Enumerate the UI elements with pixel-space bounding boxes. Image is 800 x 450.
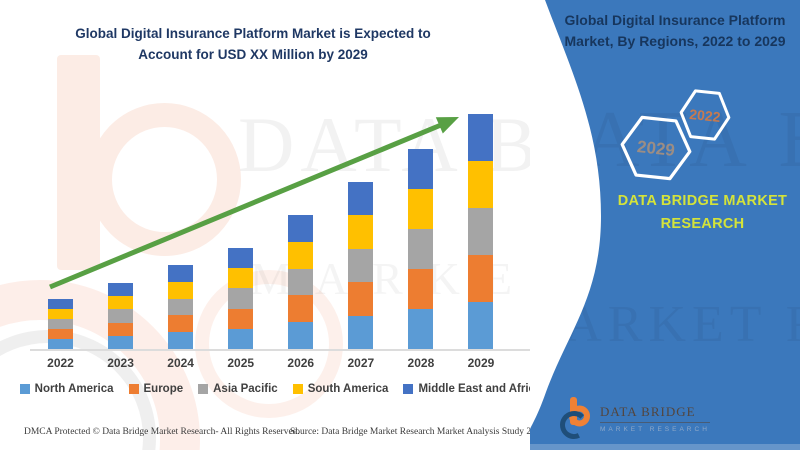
bar-segment-middle-east-and-africa	[228, 248, 254, 269]
x-axis-labels: 2022 2023 2024 2025 2026 2027 2028 2029	[30, 356, 535, 372]
bar-segment-north-america	[48, 339, 73, 349]
x-axis-label-2029: 2029	[467, 356, 495, 370]
bar-segment-south-america	[168, 281, 194, 299]
logo-subtitle: MARKET RESEARCH	[600, 425, 710, 433]
bar-2023	[108, 283, 134, 349]
panel-curve-decoration	[530, 0, 601, 429]
legend-label: Asia Pacific	[213, 383, 278, 395]
bar-segment-europe	[48, 329, 73, 339]
x-axis-label-2022: 2022	[47, 356, 74, 370]
bar-2027	[348, 182, 374, 349]
legend-item-middle-east-and-africa: Middle East and Africa	[403, 383, 541, 395]
bar-segment-asia-pacific	[108, 309, 134, 323]
bar-2025	[228, 248, 254, 349]
bar-2026	[288, 215, 314, 349]
bar-segment-asia-pacific	[228, 288, 254, 309]
bar-segment-asia-pacific	[468, 208, 494, 255]
legend-label: North America	[34, 383, 114, 395]
bar-segment-south-america	[288, 241, 314, 269]
x-axis-label-2026: 2026	[287, 356, 315, 370]
legend-swatch	[19, 384, 30, 394]
bar-segment-north-america	[348, 315, 374, 349]
bar-segment-europe	[168, 315, 194, 333]
bar-2028	[408, 149, 434, 349]
bar-segment-south-america	[108, 296, 134, 310]
bar-segment-middle-east-and-africa	[108, 283, 134, 297]
databridge-logo-icon	[560, 397, 590, 439]
legend-label: Europe	[143, 383, 184, 395]
databridge-logo: DATA BRIDGE MARKET RESEARCH	[558, 396, 710, 440]
x-axis-label-2025: 2025	[227, 356, 255, 370]
x-axis-label-2023: 2023	[107, 356, 134, 370]
bar-segment-middle-east-and-africa	[408, 149, 434, 189]
bar-segment-south-america	[48, 309, 73, 319]
bar-segment-europe	[228, 308, 254, 329]
bar-segment-europe	[288, 295, 314, 323]
legend-item-europe: Europe	[128, 383, 184, 395]
legend-item-north-america: North America	[19, 383, 114, 395]
hexagon-2029-label: 2029	[636, 137, 676, 160]
bar-segment-europe	[408, 269, 434, 309]
bar-segment-north-america	[108, 335, 134, 349]
chart-legend: North America Europe Asia Pacific South Ame…	[19, 383, 541, 395]
bar-segment-north-america	[288, 322, 314, 349]
legend-swatch	[128, 384, 139, 394]
bar-2024	[168, 265, 194, 349]
brand-panel: DATA BRIDGE MARKET RESEARCH Global Digit…	[530, 0, 800, 450]
bar-segment-asia-pacific	[48, 319, 73, 329]
stacked-bar-chart	[30, 80, 535, 351]
hexagon-2022: 2022	[679, 89, 731, 141]
bar-segment-south-america	[228, 268, 254, 289]
bar-segment-middle-east-and-africa	[348, 182, 374, 216]
bar-segment-middle-east-and-africa	[48, 299, 73, 309]
x-axis-label-2024: 2024	[167, 356, 194, 370]
databridge-logo-text: DATA BRIDGE MARKET RESEARCH	[600, 404, 710, 433]
legend-swatch	[403, 384, 414, 394]
panel-bottom-strip	[530, 444, 800, 450]
bar-segment-asia-pacific	[348, 248, 374, 283]
legend-swatch	[198, 384, 209, 394]
bar-segment-north-america	[408, 309, 434, 349]
trend-arrow-icon	[49, 117, 459, 290]
logo-name: DATA BRIDGE	[600, 404, 710, 423]
bar-segment-south-america	[468, 161, 494, 208]
bar-segment-europe	[468, 255, 494, 302]
legend-item-south-america: South America	[292, 383, 389, 395]
bar-segment-middle-east-and-africa	[288, 215, 314, 242]
bar-segment-asia-pacific	[408, 229, 434, 269]
legend-item-asia-pacific: Asia Pacific	[198, 383, 278, 395]
brand-name-text: DATA BRIDGE MARKET RESEARCH	[617, 193, 788, 233]
bar-2022	[48, 299, 73, 349]
bar-segment-europe	[348, 282, 374, 316]
hexagon-2022-label: 2022	[689, 106, 722, 125]
hexagon-badges: 2029 2022	[620, 89, 731, 181]
bar-segment-asia-pacific	[288, 268, 314, 296]
bar-segment-asia-pacific	[168, 298, 194, 316]
hexagon-2029: 2029	[620, 115, 692, 181]
legend-label: South America	[307, 383, 389, 395]
panel-title: Global Digital Insurance Platform Market…	[564, 12, 786, 49]
bar-segment-south-america	[408, 189, 434, 229]
bar-2029	[468, 114, 494, 349]
dmca-notice: DMCA Protected © Data Bridge Market Rese…	[24, 427, 300, 437]
x-axis-label-2028: 2028	[407, 356, 435, 370]
bar-segment-north-america	[468, 302, 494, 349]
bar-segment-middle-east-and-africa	[168, 265, 194, 282]
legend-swatch	[292, 384, 303, 394]
bar-segment-europe	[108, 322, 134, 336]
bar-segment-north-america	[168, 332, 194, 349]
bar-segment-middle-east-and-africa	[468, 114, 494, 161]
chart-title: Global Digital Insurance Platform Market…	[75, 26, 431, 62]
bar-segment-north-america	[228, 328, 254, 349]
bar-segment-south-america	[348, 215, 374, 249]
x-axis-label-2027: 2027	[347, 356, 375, 370]
legend-label: Middle East and Africa	[418, 383, 542, 395]
source-note: Source: Data Bridge Market Research Mark…	[290, 427, 546, 437]
